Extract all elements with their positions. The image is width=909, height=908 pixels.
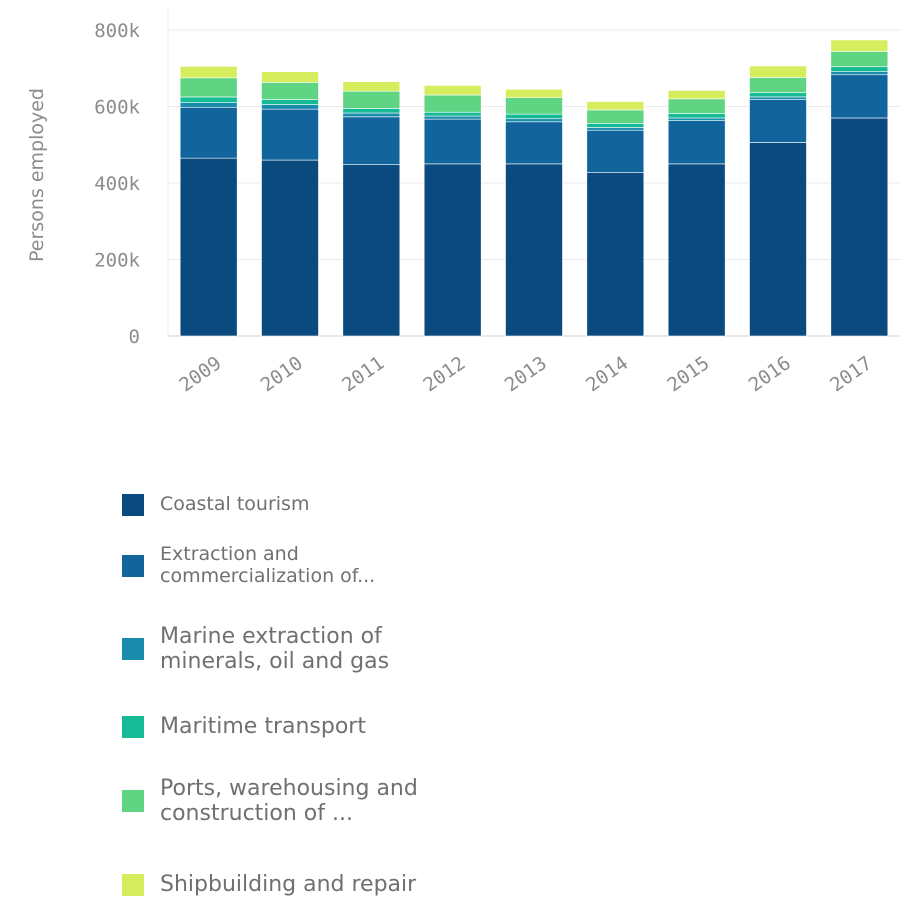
x-tick-label: 2016 xyxy=(745,352,795,396)
bar-segment[interactable] xyxy=(586,127,645,131)
bar-segment[interactable] xyxy=(423,163,482,337)
bar-segment[interactable] xyxy=(830,39,889,52)
bar-segment[interactable] xyxy=(830,51,889,68)
bar-segment[interactable] xyxy=(830,74,889,119)
legend-swatch xyxy=(122,638,144,661)
bar-segment[interactable] xyxy=(667,163,726,337)
bar-segment[interactable] xyxy=(667,98,726,114)
bar-segment[interactable] xyxy=(749,142,807,337)
bar-segment[interactable] xyxy=(179,96,238,103)
x-tick-label: 2012 xyxy=(419,352,469,396)
bar-segment[interactable] xyxy=(342,112,401,118)
bar-segment[interactable] xyxy=(261,99,319,105)
bar-segment[interactable] xyxy=(423,115,482,120)
legend-label: Marine extraction of minerals, oil and g… xyxy=(160,624,390,675)
bar-segment[interactable] xyxy=(423,85,482,96)
bar-segment[interactable] xyxy=(667,90,726,100)
bar-segment[interactable] xyxy=(505,88,563,99)
legend-item[interactable]: Marine extraction of minerals, oil and g… xyxy=(122,624,389,675)
bar-segment[interactable] xyxy=(179,102,238,108)
bar-segment[interactable] xyxy=(749,99,807,143)
x-tick-label: 2015 xyxy=(663,352,713,396)
x-tick-label: 2014 xyxy=(582,352,632,396)
bars xyxy=(179,39,889,337)
bar-segment[interactable] xyxy=(586,171,645,337)
bar-segment[interactable] xyxy=(749,92,807,98)
bar-segment[interactable] xyxy=(342,108,401,114)
x-tick-label: 2013 xyxy=(501,352,551,396)
bar-segment[interactable] xyxy=(179,157,238,337)
legend-swatch xyxy=(122,554,144,577)
y-tick-label: 0 xyxy=(129,326,140,348)
bar-segment[interactable] xyxy=(586,123,645,128)
y-axis-label: Persons employed xyxy=(26,88,48,262)
legend-item[interactable]: Coastal tourism xyxy=(122,493,310,516)
legend-item[interactable]: Extraction and commercialization of... xyxy=(122,543,376,588)
bar-segment[interactable] xyxy=(505,163,563,337)
bar-segment[interactable] xyxy=(423,111,482,117)
bar-segment[interactable] xyxy=(830,117,889,337)
bar-segment[interactable] xyxy=(179,77,238,98)
y-tick-label: 800k xyxy=(94,20,140,42)
bar-segment[interactable] xyxy=(505,121,563,165)
bar-segment[interactable] xyxy=(667,120,726,165)
bar-segment[interactable] xyxy=(261,108,319,161)
bar-segment[interactable] xyxy=(586,109,645,124)
bar-segment[interactable] xyxy=(342,81,401,92)
legend-item[interactable]: Ports, warehousing and construction of .… xyxy=(122,776,418,827)
bar-segment[interactable] xyxy=(830,66,889,72)
y-axis-ticks: 0 200k 400k 600k 800k xyxy=(94,20,140,348)
y-tick-label: 600k xyxy=(94,97,140,119)
legend-swatch xyxy=(122,873,144,896)
x-tick-label: 2011 xyxy=(338,352,388,396)
bar-segment[interactable] xyxy=(423,118,482,165)
bar-segment[interactable] xyxy=(179,106,238,159)
bar-segment[interactable] xyxy=(261,71,319,83)
bar-segment[interactable] xyxy=(830,71,889,76)
bar-segment[interactable] xyxy=(586,129,645,173)
legend-swatch xyxy=(122,715,144,738)
bar-segment[interactable] xyxy=(749,96,807,100)
bar-segment[interactable] xyxy=(261,104,319,110)
bar-segment[interactable] xyxy=(586,101,645,111)
legend-swatch xyxy=(122,790,144,813)
bar-segment[interactable] xyxy=(667,117,726,121)
legend-label: Maritime transport xyxy=(160,714,366,739)
legend-swatch xyxy=(122,494,144,516)
bar-segment[interactable] xyxy=(261,82,319,100)
x-tick-label: 2017 xyxy=(826,352,876,396)
legend-label: Shipbuilding and repair xyxy=(160,872,417,897)
bar-segment[interactable] xyxy=(342,116,401,165)
bar-segment[interactable] xyxy=(261,159,319,337)
y-tick-label: 200k xyxy=(94,250,140,272)
legend-label: Coastal tourism xyxy=(160,493,310,516)
bar-segment[interactable] xyxy=(667,113,726,119)
legend-item[interactable]: Maritime transport xyxy=(122,714,366,739)
bar-segment[interactable] xyxy=(505,118,563,123)
x-tick-label: 2010 xyxy=(257,352,307,396)
bar-segment[interactable] xyxy=(749,77,807,94)
bar-segment[interactable] xyxy=(505,113,563,120)
legend-label: Extraction and commercialization of... xyxy=(160,543,376,587)
legend-label: Ports, warehousing and construction of .… xyxy=(160,776,418,827)
x-axis-ticks: 2009 2010 2011 2012 2013 2014 2015 2016 2017 xyxy=(175,352,876,396)
legend-item[interactable]: Shipbuilding and repair xyxy=(122,872,416,897)
bar-segment[interactable] xyxy=(423,94,482,113)
bar-segment[interactable] xyxy=(342,90,401,109)
bar-segment[interactable] xyxy=(505,97,563,115)
bar-segment[interactable] xyxy=(179,66,238,79)
x-tick-label: 2009 xyxy=(175,352,225,396)
bar-segment[interactable] xyxy=(749,65,807,78)
bar-segment[interactable] xyxy=(342,164,401,337)
y-tick-label: 400k xyxy=(94,173,140,195)
